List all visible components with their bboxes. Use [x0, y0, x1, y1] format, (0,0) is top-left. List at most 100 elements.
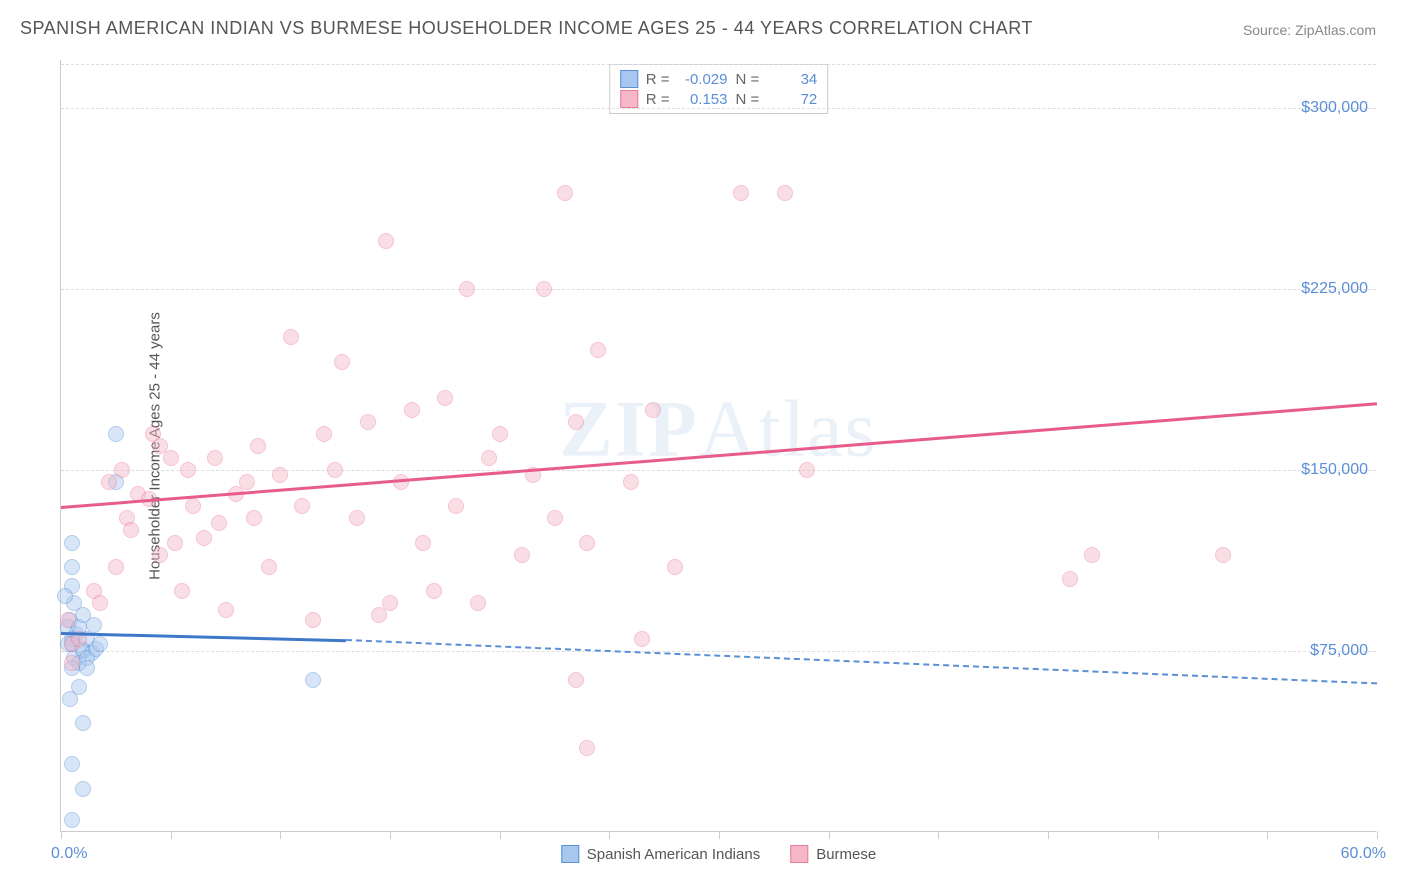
scatter-point-series-0 — [305, 672, 321, 688]
scatter-point-series-1 — [261, 559, 277, 575]
scatter-point-series-1 — [481, 450, 497, 466]
scatter-point-series-1 — [64, 655, 80, 671]
scatter-point-series-1 — [152, 547, 168, 563]
scatter-point-series-1 — [167, 535, 183, 551]
scatter-point-series-1 — [185, 498, 201, 514]
r-value-1: 0.153 — [678, 91, 728, 108]
scatter-point-series-1 — [218, 602, 234, 618]
scatter-point-series-1 — [246, 510, 262, 526]
scatter-point-series-1 — [393, 474, 409, 490]
r-value-0: -0.029 — [678, 71, 728, 88]
scatter-point-series-0 — [92, 636, 108, 652]
swatch-series-1 — [620, 90, 638, 108]
scatter-point-series-1 — [123, 522, 139, 538]
trend-line — [61, 403, 1377, 509]
scatter-point-series-1 — [152, 438, 168, 454]
scatter-point-series-1 — [492, 426, 508, 442]
x-tick — [390, 831, 391, 839]
stats-row-1: R = 0.153 N = 72 — [620, 89, 818, 109]
bottom-legend: Spanish American Indians Burmese — [561, 845, 876, 863]
y-tick-label: $225,000 — [1301, 280, 1368, 298]
scatter-point-series-1 — [101, 474, 117, 490]
scatter-point-series-0 — [64, 535, 80, 551]
x-tick — [280, 831, 281, 839]
scatter-point-series-1 — [174, 583, 190, 599]
scatter-point-series-1 — [180, 462, 196, 478]
scatter-point-series-1 — [316, 426, 332, 442]
x-tick — [171, 831, 172, 839]
scatter-point-series-1 — [294, 498, 310, 514]
legend-swatch-1 — [790, 845, 808, 863]
scatter-point-series-1 — [514, 547, 530, 563]
scatter-point-series-1 — [799, 462, 815, 478]
gridline-h — [61, 651, 1376, 652]
scatter-point-series-1 — [163, 450, 179, 466]
scatter-point-series-0 — [79, 660, 95, 676]
x-axis-min-label: 0.0% — [51, 845, 87, 863]
scatter-point-series-1 — [250, 438, 266, 454]
scatter-point-series-1 — [327, 462, 343, 478]
scatter-point-series-1 — [196, 530, 212, 546]
scatter-point-series-0 — [64, 756, 80, 772]
legend-item-0: Spanish American Indians — [561, 845, 760, 863]
x-tick — [61, 831, 62, 839]
scatter-point-series-1 — [733, 185, 749, 201]
scatter-point-series-1 — [1084, 547, 1100, 563]
scatter-point-series-1 — [283, 329, 299, 345]
legend-label-1: Burmese — [816, 846, 876, 863]
r-label-1: R = — [646, 91, 670, 108]
scatter-point-series-1 — [777, 185, 793, 201]
scatter-point-series-1 — [568, 672, 584, 688]
scatter-point-series-1 — [272, 467, 288, 483]
scatter-point-series-1 — [547, 510, 563, 526]
scatter-point-series-1 — [623, 474, 639, 490]
scatter-point-series-1 — [536, 281, 552, 297]
watermark-atlas: Atlas — [699, 386, 878, 474]
scatter-point-series-1 — [579, 535, 595, 551]
x-tick — [500, 831, 501, 839]
scatter-point-series-1 — [1215, 547, 1231, 563]
x-tick — [938, 831, 939, 839]
x-tick — [719, 831, 720, 839]
chart-title: SPANISH AMERICAN INDIAN VS BURMESE HOUSE… — [20, 18, 1033, 39]
scatter-point-series-1 — [60, 612, 76, 628]
scatter-point-series-0 — [108, 426, 124, 442]
scatter-point-series-0 — [64, 812, 80, 828]
legend-item-1: Burmese — [790, 845, 876, 863]
gridline-h — [61, 108, 1376, 109]
scatter-point-series-0 — [64, 559, 80, 575]
scatter-point-series-1 — [108, 559, 124, 575]
scatter-point-series-0 — [62, 691, 78, 707]
x-tick — [1377, 831, 1378, 839]
stats-legend: R = -0.029 N = 34 R = 0.153 N = 72 — [609, 64, 829, 114]
scatter-point-series-0 — [75, 715, 91, 731]
x-tick — [1267, 831, 1268, 839]
scatter-point-series-1 — [590, 342, 606, 358]
scatter-point-series-1 — [305, 612, 321, 628]
source-label: Source: ZipAtlas.com — [1243, 22, 1376, 38]
gridline-h — [61, 289, 1376, 290]
swatch-series-0 — [620, 70, 638, 88]
scatter-point-series-1 — [426, 583, 442, 599]
scatter-point-series-1 — [114, 462, 130, 478]
x-tick — [1048, 831, 1049, 839]
y-tick-label: $300,000 — [1301, 99, 1368, 117]
gridline-h — [61, 64, 1376, 65]
scatter-point-series-1 — [645, 402, 661, 418]
scatter-point-series-0 — [75, 781, 91, 797]
scatter-point-series-1 — [239, 474, 255, 490]
x-tick — [1158, 831, 1159, 839]
scatter-point-series-1 — [437, 390, 453, 406]
gridline-h — [61, 470, 1376, 471]
scatter-point-series-1 — [211, 515, 227, 531]
scatter-point-series-1 — [334, 354, 350, 370]
scatter-point-series-1 — [634, 631, 650, 647]
scatter-point-series-1 — [579, 740, 595, 756]
x-tick — [609, 831, 610, 839]
scatter-point-series-1 — [415, 535, 431, 551]
n-label-1: N = — [736, 91, 760, 108]
r-label-0: R = — [646, 71, 670, 88]
plot-area: ZIPAtlas Householder Income Ages 25 - 44… — [60, 60, 1376, 832]
scatter-point-series-1 — [568, 414, 584, 430]
n-value-0: 34 — [767, 71, 817, 88]
